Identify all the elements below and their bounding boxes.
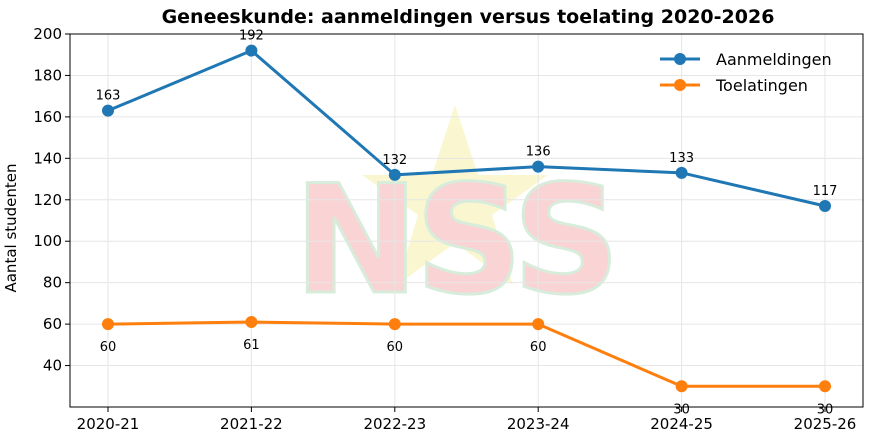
y-tick-label: 180	[33, 66, 62, 84]
data-label: 192	[239, 29, 264, 44]
y-tick-label: 40	[43, 357, 62, 375]
y-tick-label: 80	[43, 274, 62, 292]
y-axis-label: Aantal studenten	[2, 163, 20, 292]
y-tick-label: 100	[33, 232, 62, 250]
data-label: 60	[530, 340, 547, 355]
axes: 40 60 80 100 120 140 160 180 200 2020-21 2021-22 20…	[33, 25, 864, 433]
plot-frame	[69, 33, 864, 408]
data-label: 30	[817, 402, 834, 417]
x-tick-label: 2025-26	[794, 415, 857, 433]
data-point	[102, 104, 114, 117]
y-tick-label: 140	[33, 149, 62, 167]
data-label: 133	[669, 151, 694, 166]
data-point	[532, 160, 545, 173]
x-tick-label: 2022-23	[363, 415, 426, 433]
data-point	[388, 318, 401, 331]
data-label: 60	[100, 340, 117, 355]
x-tick-label: 2024-25	[650, 415, 713, 433]
nss-watermark-logo: NSS	[292, 105, 622, 330]
y-tick-label: 60	[43, 315, 62, 333]
legend-label: Aanmeldingen	[716, 50, 832, 69]
legend-swatch-marker	[674, 79, 686, 91]
data-point	[675, 380, 688, 393]
data-labels: 163 192 132 136 133 117 60 61 60 60 30 30	[96, 29, 838, 418]
data-point	[245, 44, 258, 57]
data-label: 136	[526, 145, 551, 160]
series-line-1	[107, 320, 825, 388]
data-label: 61	[243, 338, 260, 353]
data-label: 132	[382, 153, 407, 168]
data-label: 60	[387, 340, 404, 355]
data-point	[102, 318, 114, 331]
legend-label: Toelatingen	[715, 76, 808, 95]
data-point	[675, 166, 688, 179]
data-point	[819, 380, 831, 393]
data-point	[819, 199, 831, 212]
series	[102, 44, 831, 393]
legend-swatch-marker	[674, 53, 686, 65]
series-line-0	[107, 49, 826, 208]
y-tick-label: 120	[33, 191, 62, 209]
y-tick-label: 160	[33, 108, 62, 126]
x-tick-label: 2020-21	[77, 415, 140, 433]
legend: Aanmeldingen Toelatingen	[660, 50, 832, 95]
data-point	[532, 318, 545, 331]
y-tick-label: 200	[33, 25, 62, 43]
data-point	[245, 316, 258, 329]
chart-title: Geneeskunde: aanmeldingen versus toelati…	[162, 6, 775, 28]
x-tick-label: 2021-22	[220, 415, 283, 433]
grid	[70, 33, 863, 407]
data-label: 163	[96, 89, 121, 104]
data-label: 117	[813, 184, 838, 199]
data-point	[388, 168, 401, 181]
watermark-text: NSS	[294, 154, 617, 328]
data-label: 30	[673, 402, 690, 417]
x-tick-label: 2023-24	[507, 415, 570, 433]
